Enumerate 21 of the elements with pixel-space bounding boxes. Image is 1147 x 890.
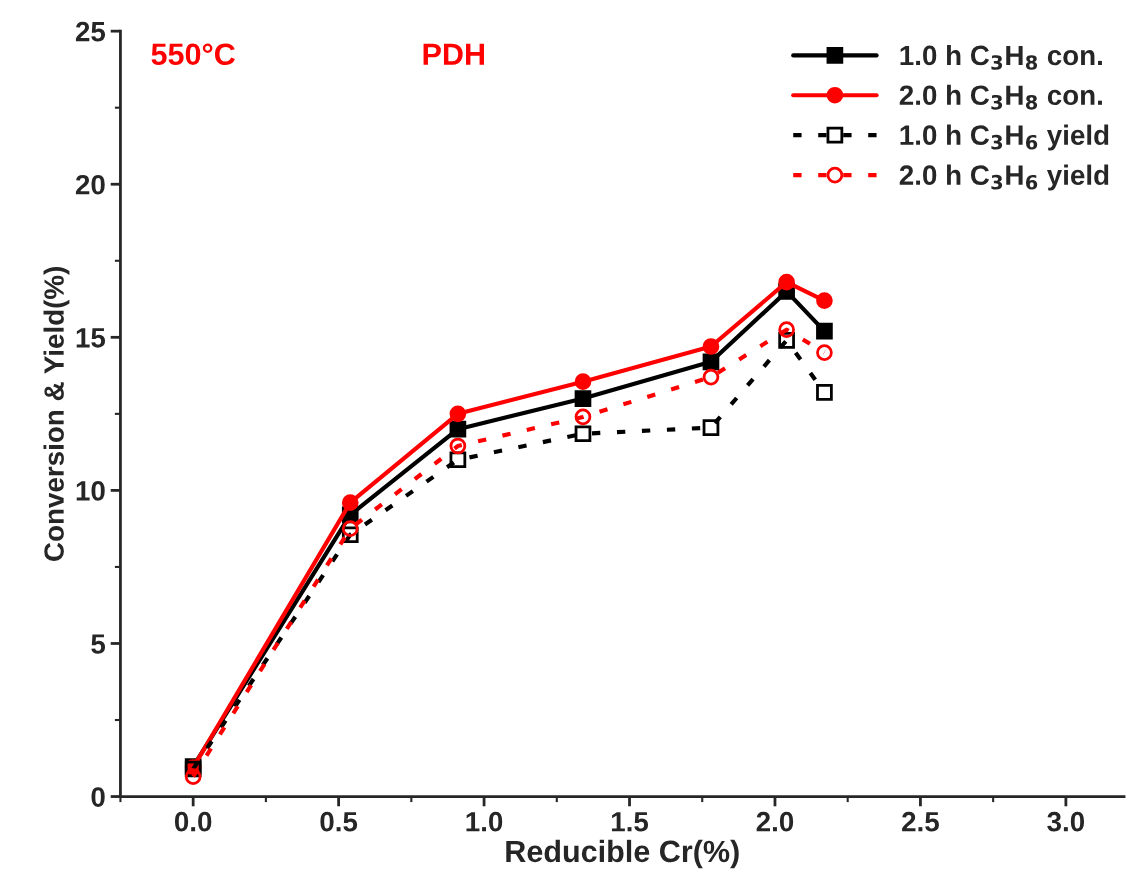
- x-tick-label: 2.5: [902, 811, 939, 832]
- x-tick-label: 1.5: [611, 812, 649, 832]
- y-tick-label: 25: [75, 21, 106, 42]
- x-axis-title: Reducible Cr(%): [506, 839, 739, 869]
- x-tick-label: 2.0: [756, 811, 794, 832]
- x-tick-label: 0.5: [320, 811, 358, 832]
- x-tick-label: 1.0: [466, 811, 503, 832]
- x-tick-label: 0.0: [174, 811, 212, 832]
- y-tick-label: 0: [91, 787, 105, 807]
- y-tick-label: 15: [76, 328, 106, 348]
- annotation: PDH: [423, 43, 484, 65]
- legend-label: 2.0 h C$_{3}$H$_{8}$ con.: [899, 84, 1102, 110]
- annotation: 550°C: [151, 43, 235, 66]
- y-tick-label: 20: [75, 174, 105, 195]
- y-axis-title: Conversion & Yield(%): [43, 267, 70, 561]
- x-tick-label: 3.0: [1047, 811, 1085, 832]
- y-tick-label: 5: [91, 634, 106, 654]
- y-tick-label: 10: [76, 481, 105, 501]
- legend-label: 1.0 h C$_{3}$H$_{6}$ yield: [900, 124, 1109, 151]
- legend-label: 1.0 h C$_{3}$H$_{8}$ con.: [900, 44, 1102, 70]
- legend-label: 2.0 h C$_{3}$H$_{6}$ yield: [899, 164, 1109, 191]
